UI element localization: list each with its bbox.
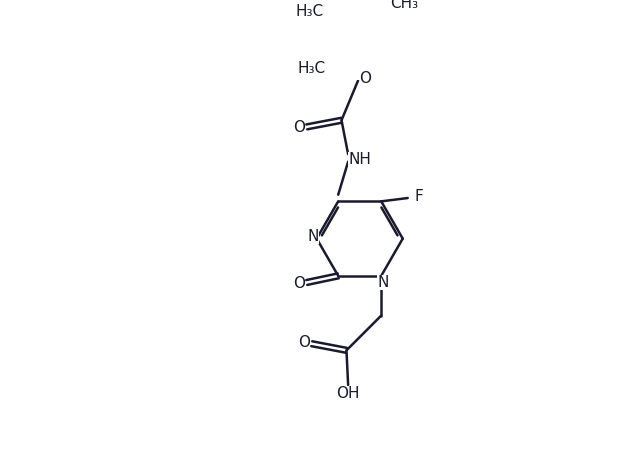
Text: O: O (293, 120, 305, 135)
Text: H₃C: H₃C (295, 4, 323, 19)
Text: O: O (298, 336, 310, 350)
Text: O: O (293, 276, 305, 291)
Text: OH: OH (337, 386, 360, 401)
Text: CH₃: CH₃ (390, 0, 419, 11)
Text: NH: NH (348, 152, 371, 167)
Text: N: N (377, 275, 388, 290)
Text: O: O (360, 70, 371, 86)
Text: F: F (415, 189, 424, 204)
Text: H₃C: H₃C (298, 62, 326, 77)
Text: N: N (308, 229, 319, 244)
